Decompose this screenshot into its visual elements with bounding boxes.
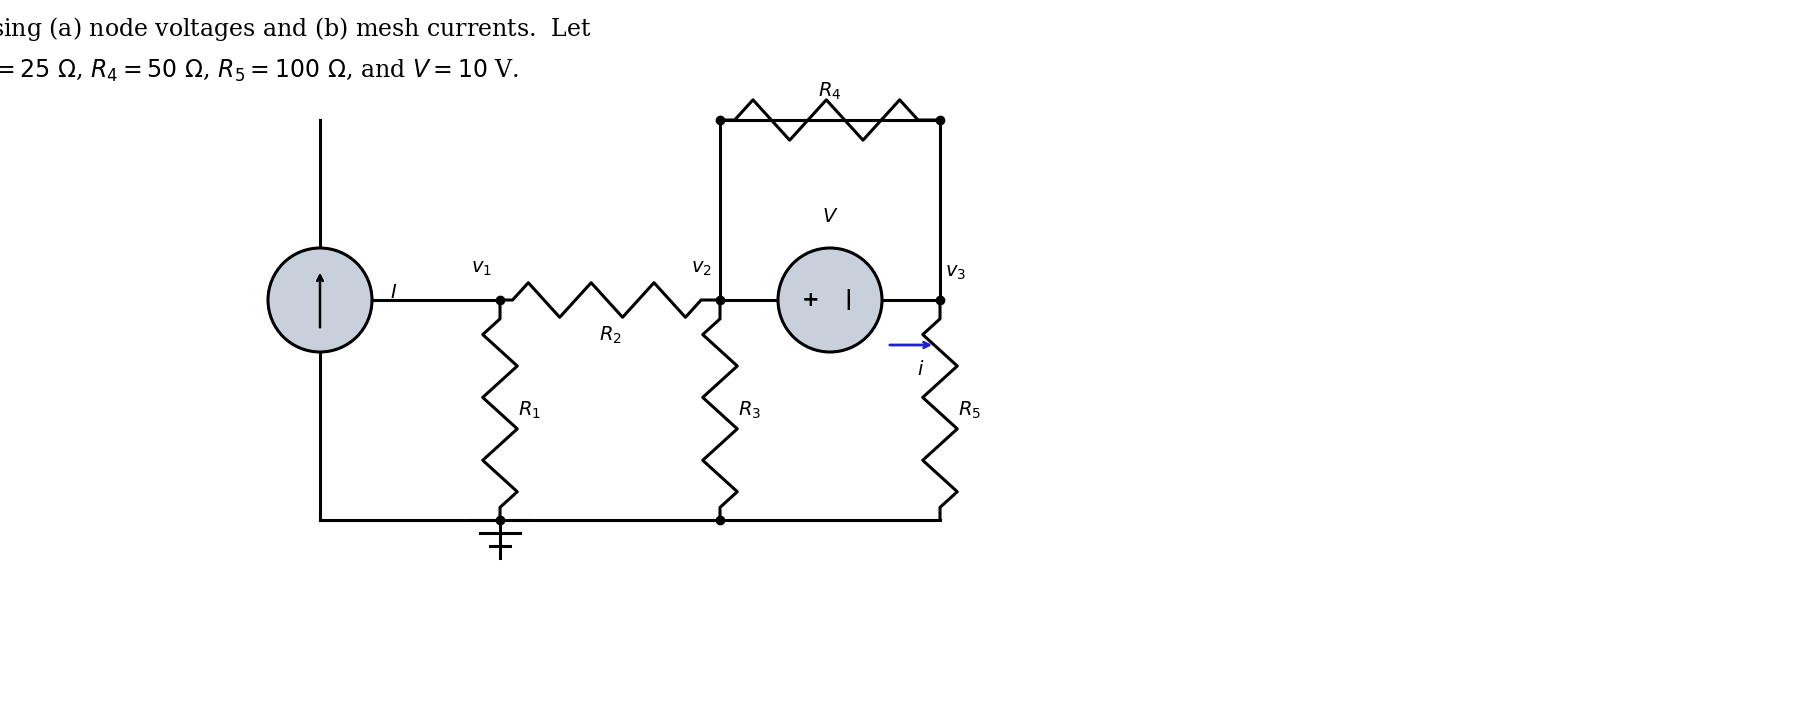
Text: $R_3$: $R_3$ <box>737 400 761 420</box>
Text: $I = 0.2$ A, $R_1 = 200\ \Omega$, $R_2 = 75\ \Omega$, $R_3 = 25\ \Omega$, $R_4 =: $I = 0.2$ A, $R_1 = 200\ \Omega$, $R_2 =… <box>0 58 519 84</box>
Text: $R_1$: $R_1$ <box>517 400 541 420</box>
Text: |: | <box>844 289 853 310</box>
Text: $v_3$: $v_3$ <box>945 263 966 282</box>
Text: $I$: $I$ <box>389 282 397 302</box>
Text: In the circuit shown, find the current $i$ using (a) node voltages and (b) mesh : In the circuit shown, find the current $… <box>0 15 591 43</box>
Text: $R_4$: $R_4$ <box>819 81 842 102</box>
Text: $v_2$: $v_2$ <box>691 259 712 278</box>
Text: $V$: $V$ <box>822 207 838 226</box>
Circle shape <box>269 248 371 352</box>
Text: $R_2$: $R_2$ <box>599 325 622 346</box>
Text: $i$: $i$ <box>918 360 925 379</box>
Text: $v_1$: $v_1$ <box>471 259 492 278</box>
Circle shape <box>779 248 882 352</box>
Text: +: + <box>801 290 819 310</box>
Text: $R_5$: $R_5$ <box>957 400 981 420</box>
